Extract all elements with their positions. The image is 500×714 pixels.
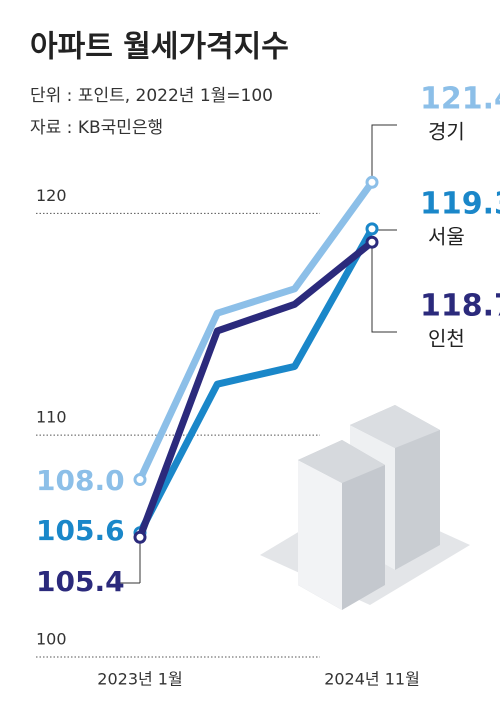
point (133, 473, 147, 487)
y-tick-label: 120 (36, 186, 67, 205)
y-tick-label: 100 (36, 630, 67, 649)
legend-label: 경기 (428, 120, 465, 144)
callout (371, 242, 397, 333)
source: 자료 : KB국민은행 (30, 118, 163, 138)
legend-label: 인천 (428, 327, 465, 351)
point (365, 175, 379, 189)
x-tick-label: 2024년 11월 (324, 670, 420, 689)
value-label: 108.0 (36, 464, 125, 497)
point (365, 222, 379, 236)
value-label: 105.4 (36, 565, 125, 598)
x-tick-label: 2023년 1월 (97, 670, 182, 689)
chart-title: 아파트 월세가격지수 (30, 30, 289, 65)
line (136, 227, 376, 535)
subtitle: 단위 : 포인트, 2022년 1월=100 (30, 86, 273, 106)
value-label: 105.6 (36, 514, 125, 547)
y-tick-label: 110 (36, 408, 67, 427)
callout (371, 124, 397, 183)
value-label: 118.7 (420, 289, 500, 324)
line (136, 239, 375, 539)
line (136, 180, 375, 482)
value-label: 119.3 (420, 187, 500, 222)
point (133, 530, 147, 544)
legend-label: 서울 (428, 225, 465, 249)
point (365, 235, 379, 249)
value-label: 121.4 (420, 82, 500, 117)
building-illustration (260, 405, 470, 610)
